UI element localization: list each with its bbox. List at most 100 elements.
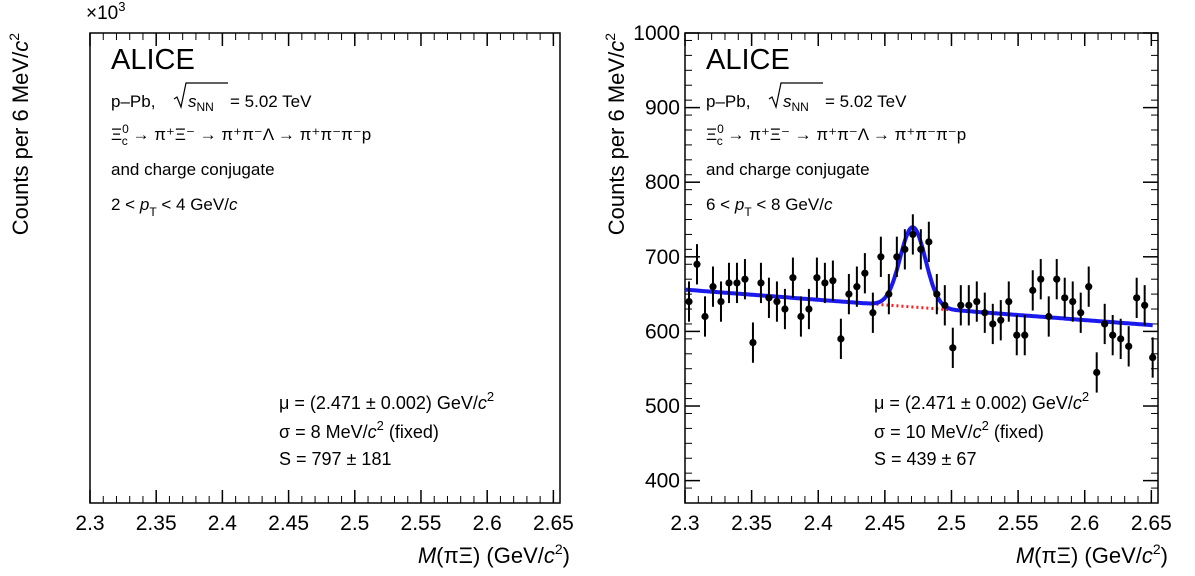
x-tick-label: 2.3 xyxy=(670,512,699,535)
data-point xyxy=(1093,368,1101,377)
data-point xyxy=(733,279,741,287)
data-point xyxy=(725,279,733,287)
data-point xyxy=(741,275,749,283)
x-tick-label: 2.6 xyxy=(1070,512,1099,535)
charge-conjugate-note: and charge conjugate xyxy=(111,160,275,179)
collision-system: p–Pb, xyxy=(111,92,155,111)
plot-frame xyxy=(89,32,561,504)
data-point xyxy=(941,301,949,309)
y-tick-label: 400 xyxy=(645,470,680,493)
data-point xyxy=(1053,275,1061,283)
data-point xyxy=(1133,294,1141,302)
data-point xyxy=(701,312,709,321)
data-point xyxy=(845,290,853,298)
data-point xyxy=(717,297,725,306)
y-multiplier: ×103 xyxy=(86,0,125,24)
sqrt-s: sNN xyxy=(188,92,214,114)
fit-mean: μ = (2.471 ± 0.002) GeV/c2 xyxy=(874,389,1089,413)
charge-conjugate-note: and charge conjugate xyxy=(706,160,870,179)
data-point xyxy=(925,238,933,246)
data-point xyxy=(1085,283,1093,291)
data-point xyxy=(789,274,797,282)
sqrt-s: sNN xyxy=(783,92,809,114)
data-point xyxy=(989,320,997,328)
data-point xyxy=(829,277,837,285)
alice-label: ALICE xyxy=(706,44,790,76)
collision-system: p–Pb, xyxy=(706,92,750,111)
fit-width: σ = 8 MeV/c2 (fixed) xyxy=(279,418,439,442)
data-point xyxy=(749,339,757,347)
data-point xyxy=(765,294,773,302)
data-point xyxy=(693,260,701,268)
data-point xyxy=(1013,331,1021,339)
data-point xyxy=(1061,294,1069,302)
data-point xyxy=(1117,335,1125,343)
data-point xyxy=(1021,331,1029,339)
data-point xyxy=(885,290,893,298)
panel-left: 2.32.352.42.452.52.552.62.653.84.04.24.4… xyxy=(6,0,574,568)
data-point xyxy=(1109,331,1117,339)
data-point xyxy=(1045,312,1053,321)
alice-label: ALICE xyxy=(111,44,195,76)
signal-yield: S = 439 ± 67 xyxy=(874,449,976,469)
data-point xyxy=(861,269,869,277)
data-point xyxy=(957,301,965,309)
x-tick-label: 2.4 xyxy=(804,512,834,535)
data-point xyxy=(869,309,877,317)
y-axis-title: Counts per 6 MeV/c2 xyxy=(6,33,33,235)
x-axis-title: M(πΞ) (GeV/c2) xyxy=(418,541,570,568)
pt-bin: 2 < pT < 4 GeV/c xyxy=(111,195,238,219)
x-tick-label: 2.3 xyxy=(75,512,104,535)
decay-chain: Ξ0 c → π⁺Ξ⁻ → π⁺π⁻Λ → π⁺π⁻π⁻p xyxy=(111,122,371,148)
x-tick-label: 2.5 xyxy=(340,512,369,535)
x-tick-label: 2.55 xyxy=(401,512,442,535)
y-tick-label: 800 xyxy=(645,171,680,194)
data-point xyxy=(893,253,901,261)
data-point xyxy=(773,297,781,306)
x-tick-label: 2.65 xyxy=(1131,512,1172,535)
decay-chain: Ξ0 c → π⁺Ξ⁻ → π⁺π⁻Λ → π⁺π⁻π⁻p xyxy=(706,122,966,148)
data-point xyxy=(917,245,925,253)
fit-mean: μ = (2.471 ± 0.002) GeV/c2 xyxy=(279,389,494,413)
data-point xyxy=(973,297,981,306)
data-point xyxy=(877,253,885,261)
data-point xyxy=(821,279,829,287)
x-tick-label: 2.55 xyxy=(998,512,1039,535)
signal-yield: S = 797 ± 181 xyxy=(279,449,391,469)
data-point xyxy=(757,279,765,287)
data-point xyxy=(781,305,789,313)
y-tick-label: 1000 xyxy=(633,22,680,45)
x-tick-label: 2.35 xyxy=(136,512,177,535)
data-point xyxy=(1149,353,1157,362)
x-tick-label: 2.45 xyxy=(268,512,309,535)
data-point xyxy=(949,344,957,352)
x-tick-label: 2.5 xyxy=(937,512,966,535)
data-point xyxy=(901,245,909,253)
collision-energy: = 5.02 TeV xyxy=(230,92,312,111)
data-point xyxy=(709,283,717,291)
data-point xyxy=(965,301,973,309)
data-point xyxy=(1141,301,1149,309)
data-point xyxy=(1077,309,1085,317)
data-point xyxy=(853,283,861,291)
sqrt-icon xyxy=(768,82,823,110)
data-point xyxy=(1125,342,1133,350)
plot-frame xyxy=(684,32,1159,504)
data-point xyxy=(797,312,805,321)
panel-right: 2.3 2.35 2.4 2.45 2.5 2.55 2.6 2.65 400 500 600 700… xyxy=(602,22,1172,568)
y-tick-label: 500 xyxy=(645,395,680,418)
data-point xyxy=(1101,320,1109,328)
data-point xyxy=(837,335,845,343)
data-point xyxy=(909,230,917,239)
x-tick-label: 2.45 xyxy=(864,512,905,535)
y-tick-label: 700 xyxy=(645,246,680,269)
x-tick-label: 2.4 xyxy=(208,512,238,535)
fit-width: σ = 10 MeV/c2 (fixed) xyxy=(874,418,1044,442)
total-fit xyxy=(684,225,1154,328)
data-point xyxy=(685,297,693,306)
x-tick-label: 2.35 xyxy=(731,512,772,535)
x-tick-label: 2.65 xyxy=(533,512,574,535)
y-tick-label: 600 xyxy=(645,320,680,343)
pt-bin: 6 < pT < 8 GeV/c xyxy=(706,195,833,219)
